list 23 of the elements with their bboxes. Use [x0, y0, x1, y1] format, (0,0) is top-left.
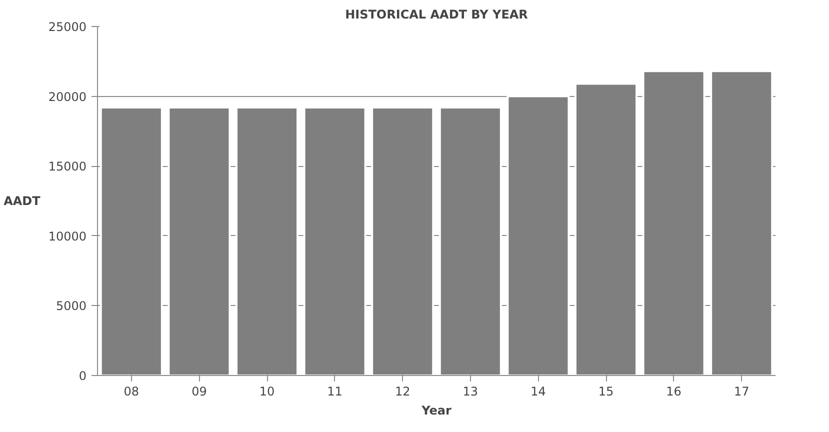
x-tick-label: 12	[394, 384, 410, 398]
bar	[574, 82, 638, 376]
y-tick-label: 0	[78, 369, 87, 383]
x-tick-label: 15	[598, 384, 614, 398]
y-tick-label: 25000	[48, 20, 87, 34]
x-tick-label: 10	[259, 384, 275, 398]
chart-title: HISTORICAL AADT BY YEAR	[345, 8, 528, 22]
x-tick-label: 09	[192, 384, 207, 398]
bar	[710, 70, 774, 376]
x-axis-title: Year	[420, 404, 452, 418]
bar	[506, 95, 570, 376]
y-axis-title: AADT	[4, 194, 42, 208]
x-tick-label: 17	[734, 384, 750, 398]
x-tick-label: 11	[327, 384, 342, 398]
x-tick-label: 08	[124, 384, 140, 398]
x-tick-label: 14	[530, 384, 546, 398]
x-tick-label: 16	[666, 384, 682, 398]
y-tick-label: 20000	[48, 90, 87, 104]
y-tick-label: 15000	[48, 160, 87, 174]
y-tick-label: 5000	[56, 299, 87, 314]
y-tick-label: 10000	[48, 229, 87, 244]
x-tick-label: 13	[462, 384, 478, 398]
bar	[642, 70, 706, 376]
